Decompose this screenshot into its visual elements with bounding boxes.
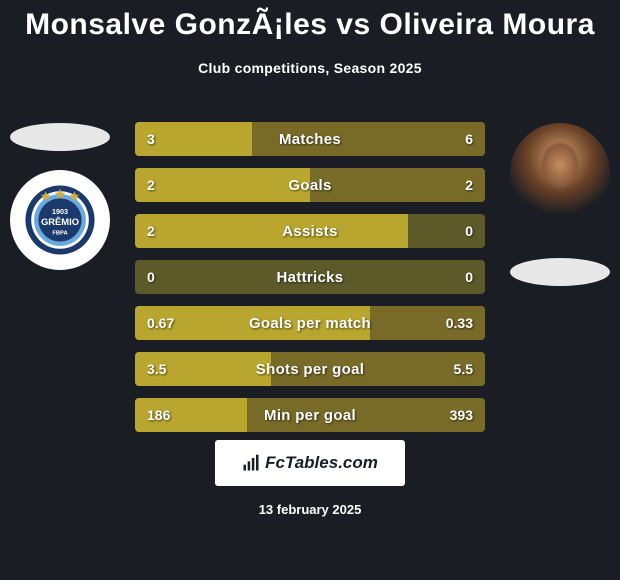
bar-label: Goals [135,168,485,202]
bar-value-right: 6 [465,122,473,156]
bar-value-left: 2 [147,168,155,202]
brand-logo: FcTables.com [215,440,405,486]
bar-value-left: 3.5 [147,352,166,386]
bar-value-right: 0.33 [446,306,473,340]
svg-text:GRÊMIO: GRÊMIO [41,216,79,227]
bar-value-left: 3 [147,122,155,156]
chart-icon [241,453,261,473]
player-right-placeholder [510,258,610,286]
bar-value-left: 0 [147,260,155,294]
svg-text:1903: 1903 [52,207,68,216]
bar-label: Matches [135,122,485,156]
bar-row: Goals2 2 [135,168,485,202]
svg-text:FBPA: FBPA [52,230,67,236]
bar-value-right: 393 [450,398,473,432]
bar-label: Min per goal [135,398,485,432]
comparison-bars: Matches36Goals22Assists20Hattricks00Goal… [135,122,485,444]
bar-value-left: 186 [147,398,170,432]
bar-value-right: 5.5 [454,352,473,386]
bar-row: Hattricks0 0 [135,260,485,294]
bar-value-right: 0 [465,260,473,294]
bar-value-right: 2 [465,168,473,202]
bar-label: Shots per goal [135,352,485,386]
player-left-placeholder [10,123,110,151]
bar-row: Min per goal186 393 [135,398,485,432]
bar-label: Goals per match [135,306,485,340]
bar-label: Hattricks [135,260,485,294]
bar-row: Goals per match0.67 0.33 [135,306,485,340]
bar-row: Assists2 0 [135,214,485,248]
bar-row: Matches3 6 [135,122,485,156]
bar-value-left: 0.67 [147,306,174,340]
player-right-avatar [510,123,610,223]
bar-label: Assists [135,214,485,248]
footer-date: 13 february 2025 [0,502,620,517]
club-badge-left: 1903 GRÊMIO FBPA [10,170,110,270]
subtitle: Club competitions, Season 2025 [0,60,620,76]
bar-value-left: 2 [147,214,155,248]
brand-text: FcTables.com [265,453,378,473]
page-title: Monsalve GonzÃ¡les vs Oliveira Moura [0,0,620,42]
bar-value-right: 0 [465,214,473,248]
club-badge-svg: 1903 GRÊMIO FBPA [24,184,96,256]
bar-row: Shots per goal3.5 5.5 [135,352,485,386]
